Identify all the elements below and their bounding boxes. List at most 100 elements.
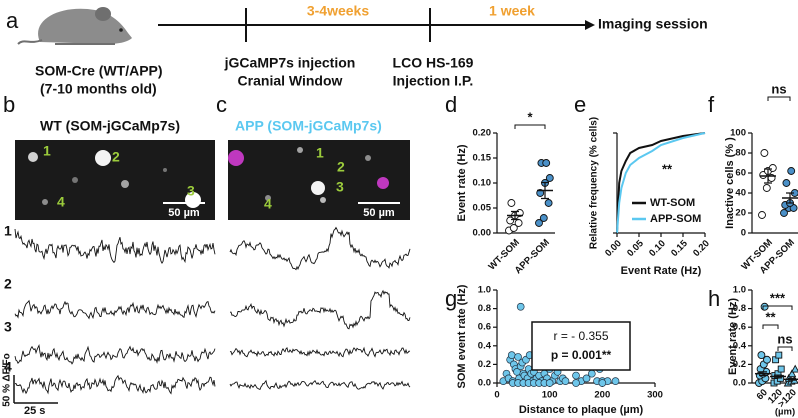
cell-label: 2 (337, 159, 345, 175)
cell (365, 155, 371, 161)
cell-label: 3 (336, 179, 344, 195)
significance-bracket (767, 96, 791, 101)
point (509, 224, 518, 232)
annotation: p = 0.001** (551, 348, 612, 362)
y-tick-label: 0.0 (733, 378, 746, 389)
error-bar (764, 168, 772, 184)
x-tick-label: 0.20 (691, 238, 712, 259)
point (514, 353, 522, 361)
trace (14, 374, 216, 395)
axis-title: Relative frequency (% cells) (589, 117, 600, 249)
point (572, 371, 580, 380)
interval: 3-4weeks (307, 3, 369, 19)
legend-label: APP-SOM (650, 213, 701, 225)
trace (229, 226, 411, 271)
significance-bracket (514, 124, 546, 129)
cell (297, 147, 303, 153)
y-tick-label: 0.8 (478, 303, 491, 314)
point (775, 351, 783, 359)
cdf-line (616, 132, 706, 234)
point (777, 365, 785, 373)
cell (265, 195, 271, 201)
y-tick-label: 0.00 (473, 228, 492, 239)
significance-bracket (762, 305, 793, 310)
y-tick-label: 100 (730, 128, 746, 139)
cell (320, 197, 326, 203)
point (572, 379, 580, 387)
cell-label: 1 (316, 145, 324, 161)
point (780, 209, 788, 217)
y-tick-label: 0.4 (733, 340, 747, 351)
cell (311, 181, 325, 195)
significance: ns (771, 81, 786, 96)
cell (42, 199, 48, 205)
cell-label: 1 (43, 143, 51, 159)
cell (28, 152, 38, 162)
point (757, 351, 766, 360)
point (516, 302, 525, 311)
axis-title: Event Rate (Hz) (621, 265, 702, 277)
annotation-box (531, 321, 631, 371)
y-tick-label: 0.2 (733, 359, 746, 370)
point (790, 364, 798, 373)
axis-title: 50 % ΔF/Fo (2, 353, 13, 407)
significance: *** (770, 290, 786, 305)
y-tick-label: 0.05 (473, 203, 492, 214)
axis-title: Distance to plaque (µm) (519, 404, 644, 416)
point (758, 211, 766, 219)
significance: * (527, 109, 533, 124)
point (507, 351, 516, 359)
trace (14, 299, 216, 320)
y-tick-label: 80 (735, 148, 746, 159)
trace-label: 3 (4, 319, 12, 335)
cell-label: 4 (57, 194, 65, 210)
point (539, 214, 548, 222)
error-bar (774, 374, 782, 379)
error-bar (541, 181, 549, 200)
point (611, 377, 620, 385)
panel-label: a (6, 8, 19, 33)
x-tick-label: 0.05 (625, 238, 646, 259)
step: Cranial Window (238, 73, 343, 89)
point (762, 184, 771, 192)
point (782, 179, 791, 187)
point (544, 199, 553, 207)
trace-label: 1 (4, 223, 12, 239)
interval: 1 week (489, 3, 535, 19)
significance-bracket (762, 324, 779, 329)
trace (229, 379, 411, 390)
x-tick-label: 0 (494, 390, 499, 401)
x-unit-label: (µm) (775, 407, 795, 418)
point (787, 167, 796, 175)
cell-label: 4 (264, 196, 272, 212)
x-tick-label: 200 (594, 390, 610, 401)
significance: ** (765, 309, 776, 324)
error-bar (511, 210, 519, 221)
point (582, 374, 591, 383)
x-tick-label: 0.00 (603, 238, 624, 259)
y-tick-label: 0.8 (733, 303, 746, 314)
error-bar (788, 377, 796, 381)
error-bar (759, 371, 767, 377)
step: jGCaMP7s injection (224, 55, 356, 71)
panel-label: d (445, 92, 457, 117)
y-tick-label: 20 (735, 208, 746, 219)
panel-label: c (216, 92, 227, 117)
point (514, 219, 523, 227)
mouse-line: SOM-Cre (WT/APP) (35, 63, 163, 79)
y-tick-label: 1.0 (478, 285, 491, 296)
cell-label: 3 (187, 183, 195, 199)
panel-label: h (708, 286, 720, 311)
y-tick-label: 0.15 (473, 153, 492, 164)
point (768, 164, 777, 172)
micrograph (15, 140, 215, 220)
y-tick-label: 0.4 (478, 340, 492, 351)
panel-title: APP (SOM-jGCaMp7s) (235, 118, 382, 134)
point (545, 174, 554, 182)
significance: ** (662, 161, 673, 176)
timeline (158, 8, 595, 42)
y-tick-label: 0 (741, 228, 746, 239)
mouse-icon (17, 7, 133, 45)
scale-label: 25 s (24, 405, 45, 417)
